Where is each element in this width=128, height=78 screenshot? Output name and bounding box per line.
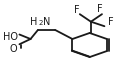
Text: F: F bbox=[108, 17, 114, 27]
Text: N: N bbox=[43, 17, 50, 27]
Text: HO: HO bbox=[3, 32, 18, 42]
Text: H: H bbox=[30, 17, 37, 27]
Text: 2: 2 bbox=[39, 20, 43, 26]
Text: F: F bbox=[97, 4, 102, 14]
Text: O: O bbox=[9, 44, 17, 54]
Text: F: F bbox=[74, 5, 79, 15]
